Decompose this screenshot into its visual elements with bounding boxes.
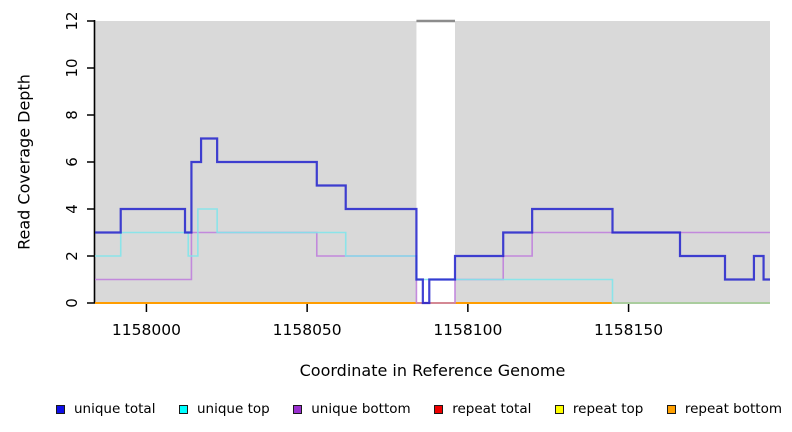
series-line-unique-bottom bbox=[95, 231, 770, 304]
x-axis-title: Coordinate in Reference Genome bbox=[299, 361, 566, 380]
series-line-unique-total bbox=[95, 137, 770, 305]
y-tick-label: 10 bbox=[63, 58, 81, 77]
legend-item-repeat-top: repeat top bbox=[554, 401, 644, 417]
legend-swatch-icon bbox=[56, 404, 65, 414]
y-tick-label: 0 bbox=[63, 298, 81, 308]
legend-label: repeat top bbox=[572, 401, 644, 417]
x-tick-label: 1158050 bbox=[273, 321, 342, 339]
x-tick-label: 1158150 bbox=[594, 321, 663, 339]
legend: unique total unique top unique bottom repea… bbox=[0, 396, 792, 422]
legend-swatch-icon bbox=[293, 404, 303, 414]
legend-item-unique-total: unique total bbox=[56, 401, 155, 417]
legend-swatch-icon bbox=[666, 404, 676, 414]
y-tick-label: 12 bbox=[63, 11, 81, 30]
legend-item-repeat-total: repeat total bbox=[434, 401, 531, 417]
coverage-plot: 1158000 1158050 1158100 1158150 0 2 4 6 8 10 12 bbox=[63, 11, 770, 339]
series-line-unique-top bbox=[95, 208, 770, 304]
legend-label: unique top bbox=[197, 401, 270, 417]
x-tick-label: 1158100 bbox=[433, 321, 502, 339]
legend-label: repeat total bbox=[452, 401, 532, 417]
legend-item-unique-top: unique top bbox=[179, 401, 270, 417]
legend-swatch-icon bbox=[434, 404, 444, 414]
legend-item-repeat-bottom: repeat bottom bbox=[666, 401, 782, 417]
legend-item-unique-bottom: unique bottom bbox=[293, 401, 411, 417]
legend-swatch-icon bbox=[179, 404, 188, 414]
y-tick-label: 8 bbox=[63, 110, 81, 120]
y-tick-label: 2 bbox=[63, 251, 81, 261]
legend-label: unique total bbox=[74, 401, 156, 417]
legend-label: repeat bottom bbox=[684, 401, 782, 417]
x-tick-label: 1158000 bbox=[112, 321, 181, 339]
y-tick-label: 4 bbox=[63, 204, 81, 214]
masked-region bbox=[416, 21, 455, 303]
y-axis-title: Read Coverage Depth bbox=[14, 74, 34, 250]
y-tick-label: 6 bbox=[63, 157, 81, 167]
legend-swatch-icon bbox=[554, 404, 564, 414]
legend-label: unique bottom bbox=[311, 401, 411, 417]
